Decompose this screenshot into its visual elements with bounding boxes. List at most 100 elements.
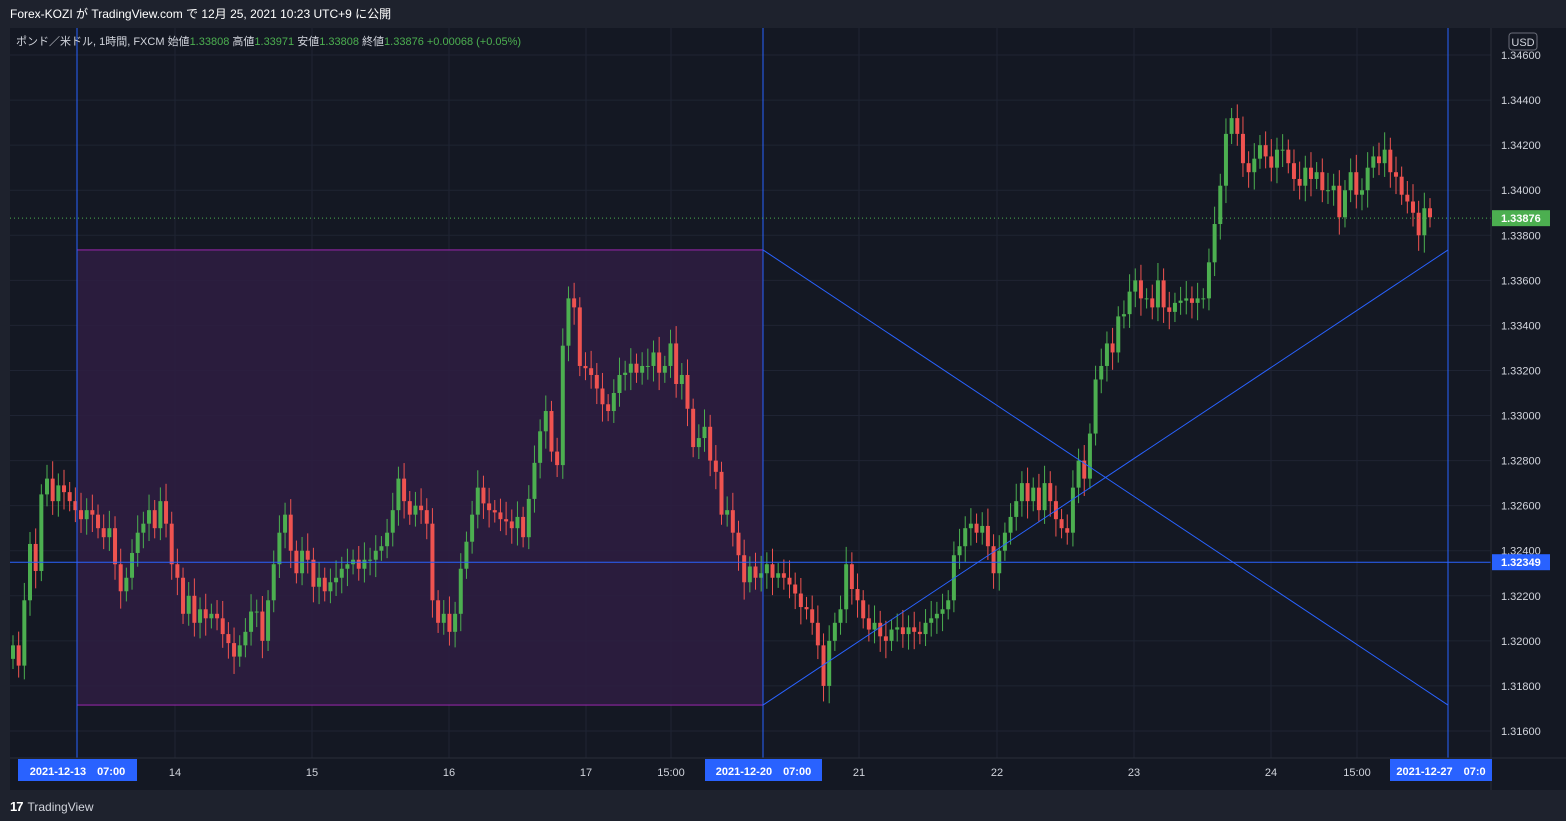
candle-body — [62, 485, 67, 493]
candle-body — [504, 519, 509, 522]
candle-body — [515, 516, 520, 529]
candle-body — [980, 525, 985, 533]
range-box[interactable] — [76, 249, 764, 706]
candle-body — [271, 564, 276, 601]
publish-header: Forex-KOZI が TradingView.com で 12月 25, 2… — [0, 0, 1566, 28]
candle-body — [583, 365, 588, 369]
candle-body — [781, 573, 786, 578]
candle-body — [232, 643, 237, 657]
candle-body — [277, 532, 282, 565]
candle-body — [1206, 262, 1211, 299]
candle-body — [260, 611, 265, 641]
candle-body — [538, 431, 543, 463]
candle-body — [640, 365, 645, 373]
candle-body — [1110, 343, 1115, 353]
candle-body — [198, 609, 203, 623]
currency-badge[interactable] — [1508, 32, 1538, 51]
candle-body — [266, 600, 271, 641]
candlestick-chart[interactable]: 1.34600 1.34400 1.34200 1.34000 1.33800 1.336… — [10, 28, 1566, 790]
candle-body — [1252, 158, 1257, 173]
candle-body — [1371, 156, 1376, 168]
time-marker-badge — [1390, 759, 1492, 781]
currency-label: USD — [1511, 37, 1534, 49]
candle-body — [1263, 145, 1268, 157]
candle-body — [1076, 460, 1081, 488]
candle-body — [929, 618, 934, 623]
candle-body — [827, 640, 832, 686]
candle-body — [11, 645, 15, 659]
price-tick-label: 1.34400 — [1501, 95, 1541, 107]
chart-area[interactable]: 1.34600 1.34400 1.34200 1.34000 1.33800 1.336… — [10, 28, 1566, 790]
candle-body — [810, 609, 815, 623]
candle-body — [1308, 167, 1313, 179]
candle-body — [1365, 167, 1370, 191]
time-tick-label: 17 — [580, 767, 592, 779]
legend-high-label: 高値 — [232, 34, 254, 48]
price-tick-label: 1.31600 — [1501, 726, 1541, 738]
candle-body — [1036, 487, 1041, 511]
candle-body — [1393, 172, 1398, 177]
legend-open-label: 始値 — [168, 34, 190, 48]
candle-body — [651, 352, 656, 366]
candle-body — [1354, 172, 1359, 195]
candle-body — [334, 577, 339, 583]
time-tick-label: 23 — [1128, 767, 1140, 779]
candle-body — [254, 611, 259, 613]
candle-body — [1093, 379, 1098, 434]
candle-body — [1359, 190, 1364, 195]
candle-body — [934, 613, 939, 619]
price-tick-label: 1.32000 — [1501, 636, 1541, 648]
candle-body — [107, 528, 112, 538]
candle-body — [1087, 433, 1092, 479]
time-tick-label: 16 — [443, 767, 455, 779]
price-tick-label: 1.34200 — [1501, 140, 1541, 152]
candle-body — [736, 532, 741, 556]
candle-body — [668, 343, 673, 366]
crosshair-price-badge — [1492, 554, 1550, 571]
candle-body — [838, 609, 843, 623]
candle-body — [1104, 343, 1109, 366]
candle-body — [141, 523, 146, 533]
candle-body — [832, 622, 837, 641]
candle-body — [526, 498, 531, 538]
candle-body — [849, 564, 854, 590]
candle-body — [532, 462, 537, 499]
candle-body — [470, 514, 475, 542]
candle-body — [305, 550, 310, 560]
candle-body — [101, 528, 106, 538]
price-tick-label: 1.32600 — [1501, 501, 1541, 513]
price-tick-label: 1.34000 — [1501, 185, 1541, 197]
candle-body — [776, 573, 781, 578]
candle-body — [1405, 194, 1410, 202]
candle-body — [220, 618, 225, 635]
candle-body — [985, 525, 990, 547]
candle-body — [1376, 156, 1381, 164]
candle-body — [158, 501, 163, 529]
candle-body — [73, 501, 78, 511]
candle-body — [696, 438, 701, 448]
trend-line-up[interactable] — [762, 249, 1449, 706]
candle-body — [1099, 365, 1104, 380]
candle-body — [1410, 201, 1415, 213]
tradingview-logo[interactable]: 17 TradingView — [10, 799, 94, 814]
candle-body — [974, 523, 979, 533]
candle-body — [821, 645, 826, 686]
candle-body — [889, 629, 894, 641]
candle-body — [441, 613, 446, 623]
candle-body — [1428, 208, 1432, 218]
candle-body — [1116, 316, 1121, 353]
candle-body — [1048, 483, 1053, 502]
candle-body — [1070, 487, 1075, 533]
candle-body — [379, 546, 384, 551]
candle-body — [1172, 302, 1177, 312]
candle-body — [1399, 176, 1404, 195]
candle-body — [1337, 185, 1342, 218]
candle-body — [175, 564, 180, 578]
candle-body — [906, 627, 911, 635]
candle-body — [1223, 133, 1228, 186]
candle-body — [396, 478, 401, 511]
candle-body — [209, 613, 214, 619]
candle-body — [113, 528, 118, 565]
candle-body — [424, 510, 429, 524]
candle-body — [855, 589, 860, 601]
